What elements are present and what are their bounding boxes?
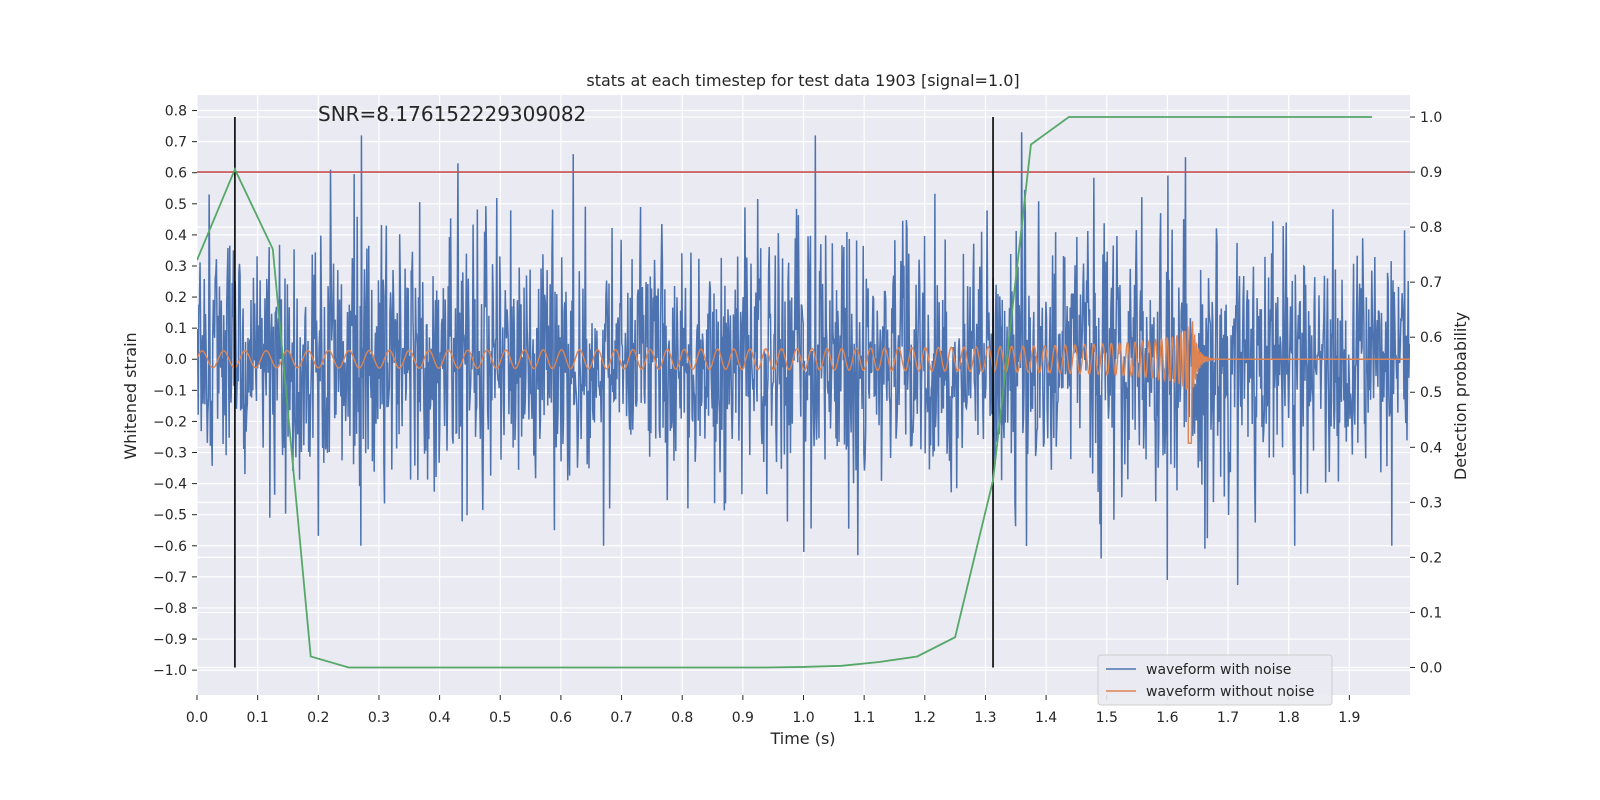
y2-tick-label: 0.6 xyxy=(1420,330,1442,346)
x-tick-label: 1.5 xyxy=(1096,710,1118,726)
x-tick-label: 0.2 xyxy=(307,710,329,726)
plot-area xyxy=(197,116,1410,669)
y2-tick-label: 0.2 xyxy=(1420,550,1442,566)
x-tick-label: 0.3 xyxy=(368,710,390,726)
x-axis-title: Time (s) xyxy=(769,729,835,748)
x-tick-label: 0.8 xyxy=(671,710,693,726)
y-tick-label: 0.0 xyxy=(165,352,187,368)
y2-tick-label: 0.1 xyxy=(1420,605,1442,621)
x-tick-label: 1.2 xyxy=(914,710,936,726)
x-tick-label: 1.1 xyxy=(853,710,875,726)
y-tick-label: 0.1 xyxy=(165,321,187,337)
x-tick-label: 0.4 xyxy=(428,710,450,726)
y-tick-label: −0.4 xyxy=(153,477,187,493)
y2-tick-label: 0.4 xyxy=(1420,440,1442,456)
x-tick-label: 0.7 xyxy=(610,710,632,726)
y2-tick-label: 0.7 xyxy=(1420,275,1442,291)
noisy-waveform-line xyxy=(197,132,1410,586)
x-tick-label: 1.3 xyxy=(974,710,996,726)
x-tick-label: 0.0 xyxy=(186,710,208,726)
y-tick-label: 0.8 xyxy=(165,104,187,120)
y-axis-title: Whitened strain xyxy=(121,332,140,459)
y2-axis-ticks: 1.0 0.9 0.8 0.7 0.6 0.5 0.4 0.3 0.2 0.1 0.0 xyxy=(1410,110,1442,676)
y-tick-label: −0.8 xyxy=(153,601,187,617)
detection-probability-line xyxy=(197,116,1373,669)
y-tick-label: 0.2 xyxy=(165,290,187,306)
legend-label-noise: waveform with noise xyxy=(1146,662,1291,678)
y-tick-label: 0.4 xyxy=(165,228,187,244)
y2-tick-label: 0.9 xyxy=(1420,165,1442,181)
y-axis-ticks: 0.8 0.7 0.6 0.5 0.4 0.3 0.2 0.1 0.0 −0.1 −0.2 −0.3 −… xyxy=(153,104,197,679)
y-tick-label: −0.7 xyxy=(153,570,187,586)
plot-clip-group xyxy=(197,116,1410,669)
y2-tick-label: 0.3 xyxy=(1420,495,1442,511)
y-tick-label: −0.3 xyxy=(153,446,187,462)
x-tick-label: 1.7 xyxy=(1217,710,1239,726)
legend-box xyxy=(1097,654,1333,706)
y-tick-label: 0.5 xyxy=(165,197,187,213)
y2-tick-label: 0.8 xyxy=(1420,220,1442,236)
y-tick-label: 0.7 xyxy=(165,135,187,151)
chart-title: stats at each timestep for test data 190… xyxy=(586,71,1019,90)
y-tick-label: −0.2 xyxy=(153,414,187,430)
x-tick-label: 0.6 xyxy=(550,710,572,726)
y-tick-label: −0.5 xyxy=(153,508,187,524)
y-tick-label: −0.1 xyxy=(153,383,187,399)
legend: waveform with noise waveform without noi… xyxy=(1097,654,1333,706)
y-tick-label: −0.9 xyxy=(153,632,187,648)
y-tick-label: 0.6 xyxy=(165,166,187,182)
y2-tick-label: 1.0 xyxy=(1420,110,1442,126)
y2-tick-label: 0.0 xyxy=(1420,660,1442,676)
x-tick-label: 1.0 xyxy=(792,710,814,726)
legend-label-clean: waveform without noise xyxy=(1146,684,1314,700)
x-tick-label: 1.8 xyxy=(1278,710,1300,726)
y2-tick-label: 0.5 xyxy=(1420,385,1442,401)
y-tick-label: 0.3 xyxy=(165,259,187,275)
y-tick-label: −1.0 xyxy=(153,663,187,679)
y2-axis-title: Detection probability xyxy=(1451,312,1470,480)
y-tick-label: −0.6 xyxy=(153,539,187,555)
x-tick-label: 1.4 xyxy=(1035,710,1057,726)
x-tick-label: 1.9 xyxy=(1338,710,1360,726)
x-tick-label: 1.6 xyxy=(1156,710,1178,726)
clean-waveform-line xyxy=(197,321,1410,444)
x-tick-label: 0.9 xyxy=(732,710,754,726)
x-tick-label: 0.5 xyxy=(489,710,511,726)
x-tick-label: 0.1 xyxy=(247,710,269,726)
snr-annotation: SNR=8.176152229309082 xyxy=(318,102,586,126)
